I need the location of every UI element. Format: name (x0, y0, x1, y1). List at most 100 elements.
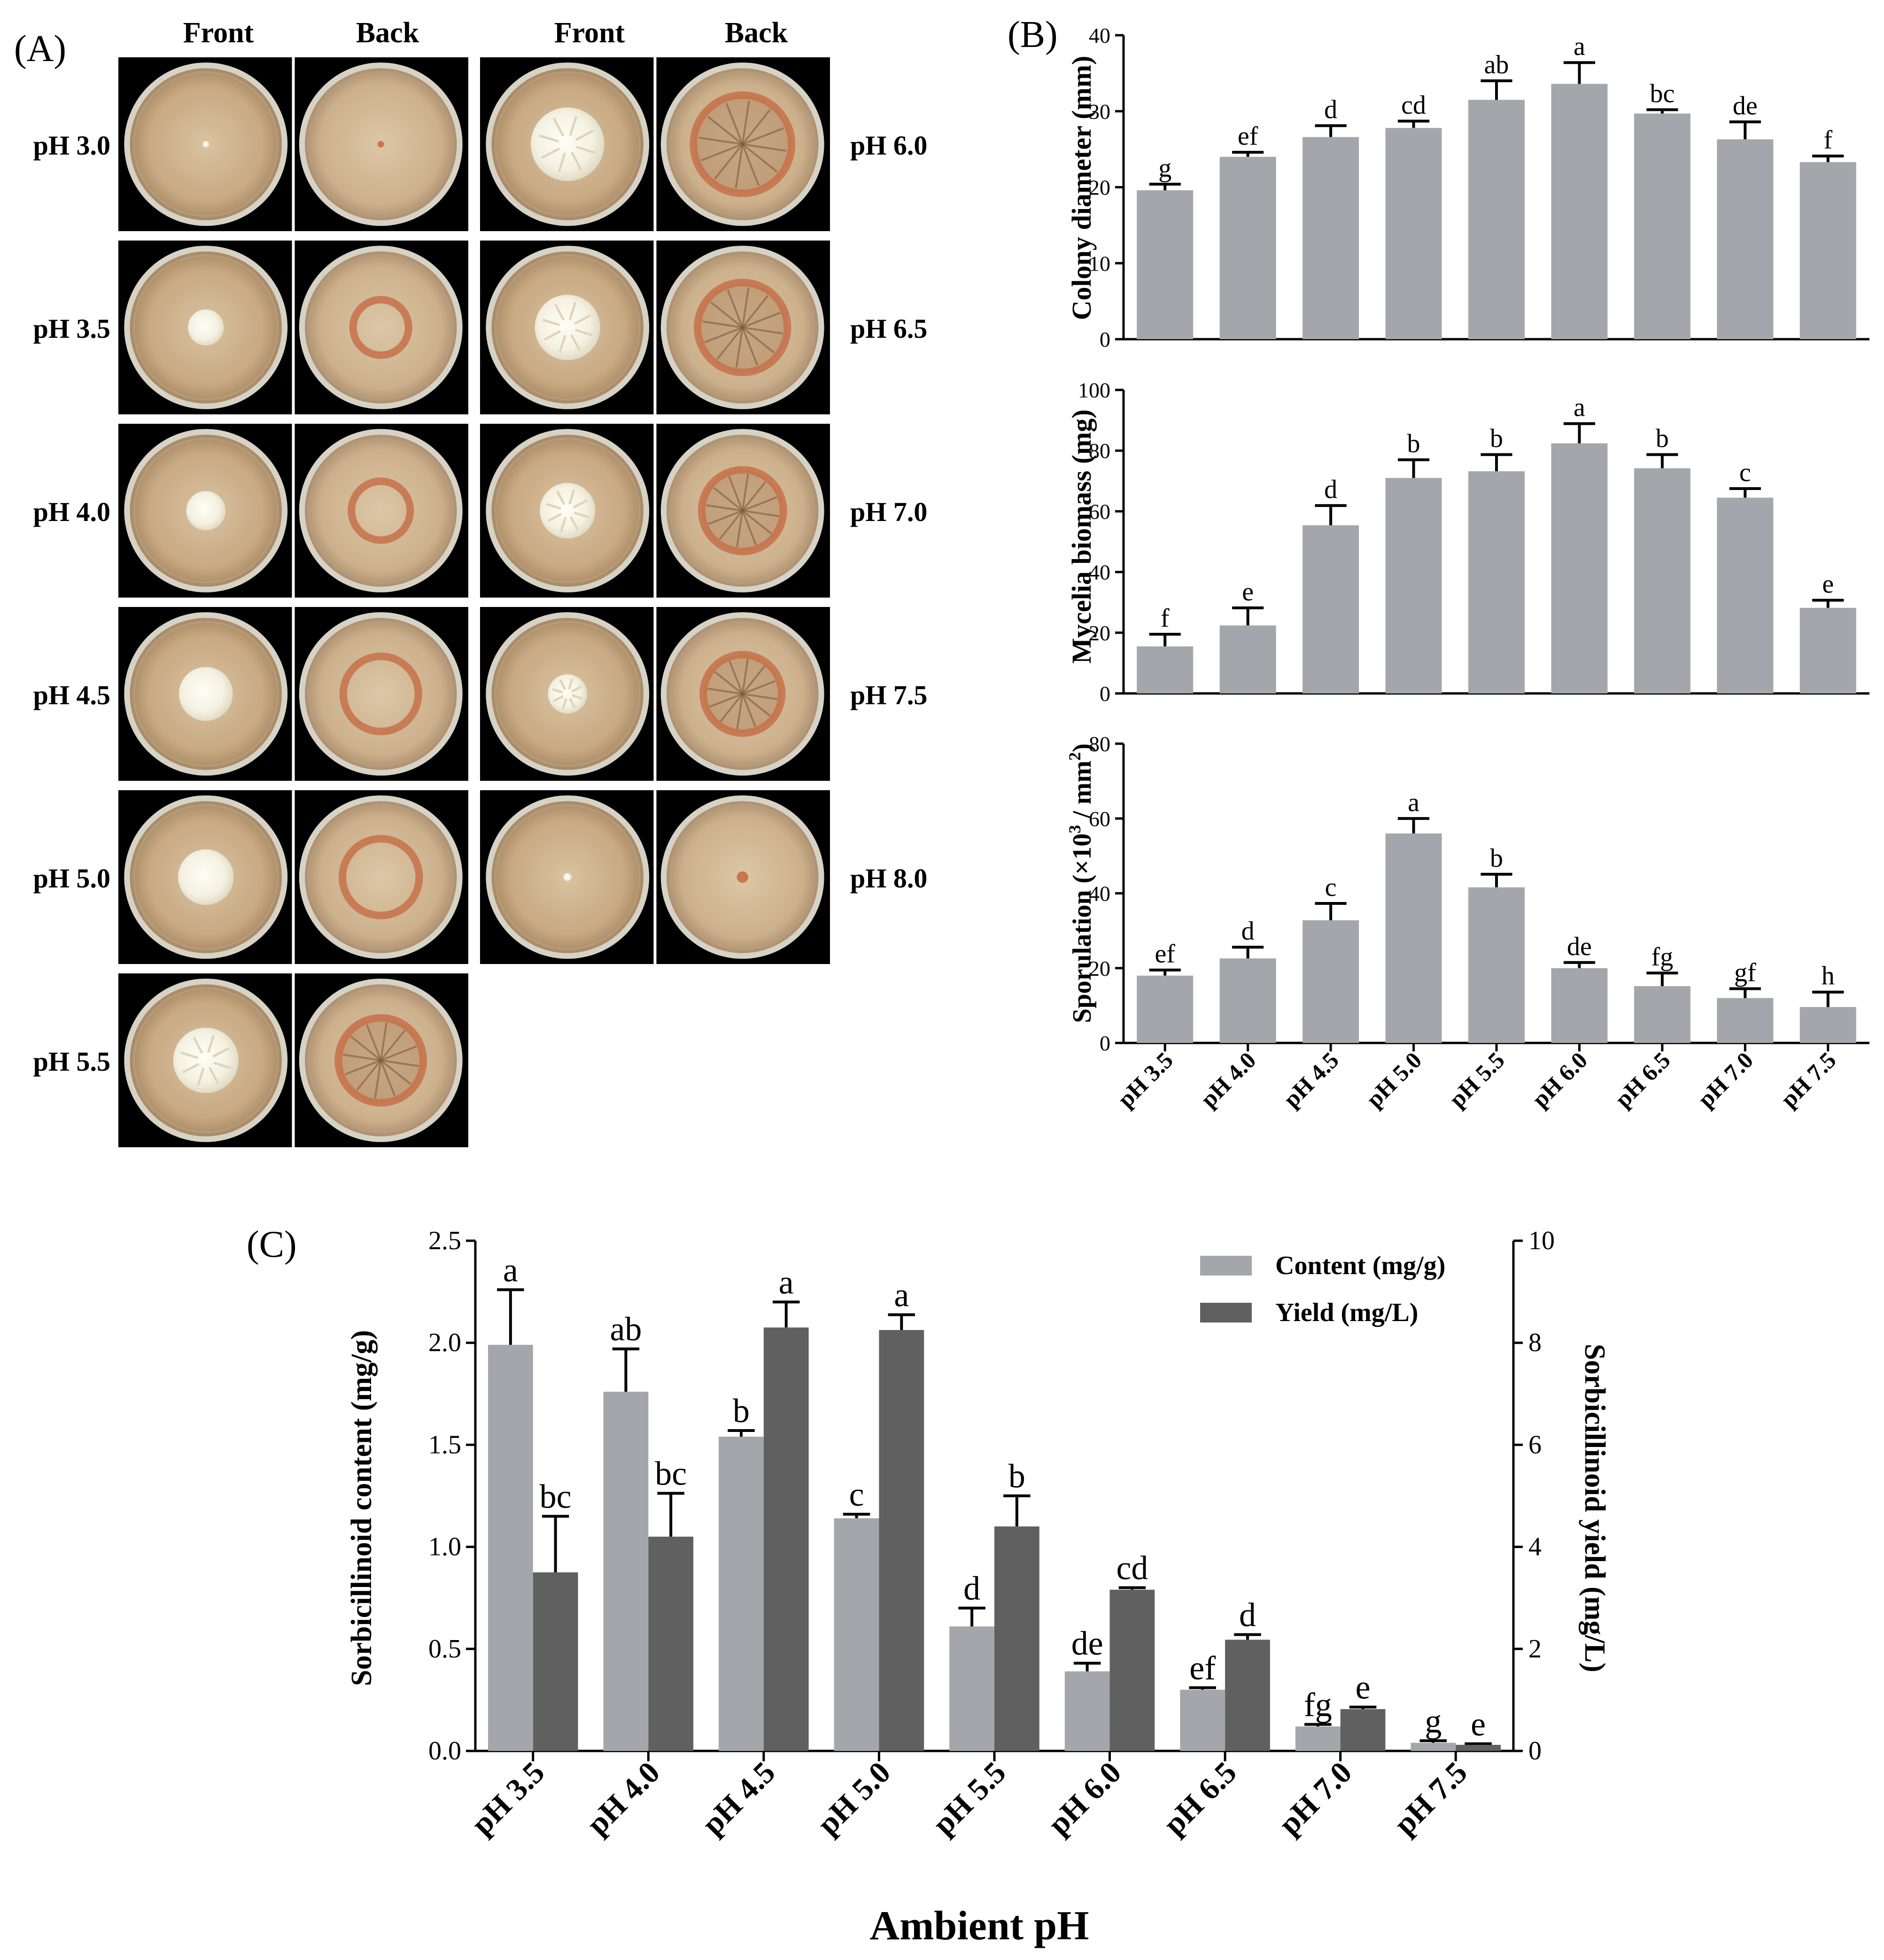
ph-label: pH 4.0 (33, 497, 110, 527)
reverse-radial-line (725, 102, 744, 145)
plate-inner-edge (133, 621, 279, 767)
plate-inner-edge (308, 255, 454, 400)
plate-back (660, 429, 824, 592)
panel-b-label: (B) (1008, 14, 1058, 55)
bar (1468, 471, 1525, 693)
chart-b3-ylabel-sup2: 2 (1065, 752, 1084, 761)
bar (1219, 625, 1276, 693)
colony-fold (573, 499, 588, 509)
plate-back (660, 612, 824, 776)
significance-letter: bc (655, 1455, 687, 1493)
plate-front (124, 62, 288, 226)
significance-letter: c (1739, 458, 1751, 487)
content-bar (1295, 1726, 1341, 1751)
reverse-radial-line (742, 327, 783, 334)
y-tick-label: 60 (1089, 807, 1110, 831)
content-bar (719, 1437, 764, 1751)
col-header-front-1: Front (183, 17, 254, 49)
plate-inner-edge (495, 71, 640, 217)
x-tick-label: pH 3.5 (465, 1755, 551, 1842)
bar (1717, 498, 1774, 693)
colony-fold (552, 688, 564, 694)
reverse-radial-line (366, 1024, 382, 1061)
x-tick-label: pH 6.0 (1041, 1755, 1128, 1842)
colony-fold (212, 1047, 230, 1058)
yield-bar (1456, 1744, 1501, 1751)
plate-back (660, 62, 824, 226)
significance-letter: de (1071, 1625, 1103, 1662)
reverse-radial-line (742, 109, 771, 145)
ph-label: pH 6.5 (850, 313, 927, 344)
reverse-radial-line (704, 327, 743, 343)
bar (1799, 162, 1856, 339)
y-tick-label: 60 (1089, 499, 1110, 523)
x-tick-label: pH 5.5 (1444, 1047, 1510, 1112)
significance-letter: fg (1651, 942, 1674, 972)
chart-c-xlabel: Ambient pH (870, 1903, 1089, 1949)
reverse-radial-line (742, 693, 778, 700)
yield-bar (1340, 1709, 1386, 1751)
reverse-radial-line (728, 476, 744, 511)
bar (1303, 137, 1359, 339)
reverse-radial-line (742, 666, 766, 695)
plate-row-pH-3.0: pH 3.0 (33, 57, 468, 231)
ph-label: pH 4.5 (33, 680, 110, 710)
reverse-radial-line (708, 510, 743, 525)
y-tick-label-left: 1.5 (428, 1430, 461, 1459)
colony-fold (543, 330, 561, 341)
ph-label: pH 7.5 (850, 680, 927, 710)
bar (1303, 920, 1359, 1043)
reverse-radial-line (698, 136, 743, 145)
plate-back (299, 429, 463, 592)
y-tick-label-right: 0 (1528, 1736, 1542, 1766)
bar (1303, 525, 1359, 693)
content-bar (1064, 1671, 1110, 1751)
reverse-radial-line (350, 1035, 381, 1061)
significance-letter: b (733, 1392, 750, 1430)
significance-letter: b (1407, 429, 1420, 459)
plate-inner-edge (308, 71, 454, 217)
chart-b3-ylabel-suffix: ) (1068, 743, 1097, 752)
colony-fold (576, 146, 596, 154)
bar (1385, 478, 1442, 693)
colony-fold (558, 152, 566, 173)
colony-reverse-ring (339, 835, 423, 919)
significance-letter: e (1822, 570, 1834, 599)
ph-label: pH 3.5 (33, 313, 110, 344)
plate-agar (305, 251, 457, 404)
content-bar (488, 1345, 533, 1751)
significance-letter: b (1490, 424, 1503, 453)
reverse-radial-line (701, 143, 743, 162)
reverse-radial-line (380, 1059, 411, 1085)
bar (1551, 443, 1608, 693)
fungal-colony (202, 141, 209, 148)
fungal-colony (178, 849, 234, 905)
x-tick-label: pH 5.0 (811, 1755, 897, 1842)
plate-front (486, 612, 650, 776)
plate-agar (305, 435, 457, 587)
mycelia-biomass-chart: 0 20 40 60 80 100 f e d b b a b c e (1078, 378, 1869, 706)
significance-letter: e (1356, 1669, 1371, 1706)
legend-label-content: Content (mg/g) (1275, 1251, 1445, 1280)
reverse-radial-line (736, 510, 744, 547)
y-tick-label-left: 1.0 (428, 1532, 461, 1562)
reverse-radial-line (714, 143, 744, 179)
bar (1634, 113, 1690, 340)
significance-letter: d (1239, 1596, 1256, 1633)
plate-front (486, 429, 650, 592)
reverse-radial-line (713, 487, 743, 512)
panel-c-label: (C) (247, 1224, 297, 1265)
colony-fold (561, 698, 567, 709)
colony-fold (571, 685, 582, 693)
significance-letter: ef (1155, 940, 1175, 969)
bar (1137, 646, 1194, 693)
y-tick-label: 20 (1089, 176, 1110, 200)
plate-front (124, 795, 288, 959)
bar (1551, 968, 1608, 1043)
reverse-radial-line (706, 504, 743, 512)
plate-inner-edge (495, 804, 640, 950)
x-tick-label: pH 7.5 (1775, 1047, 1841, 1112)
x-tick-label: pH 4.0 (580, 1755, 667, 1842)
content-bar (1411, 1742, 1456, 1751)
significance-letter: cd (1401, 91, 1426, 120)
